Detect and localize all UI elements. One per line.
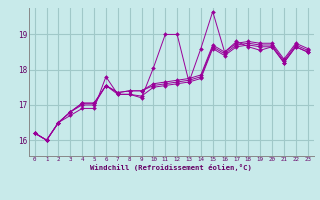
X-axis label: Windchill (Refroidissement éolien,°C): Windchill (Refroidissement éolien,°C): [90, 164, 252, 171]
